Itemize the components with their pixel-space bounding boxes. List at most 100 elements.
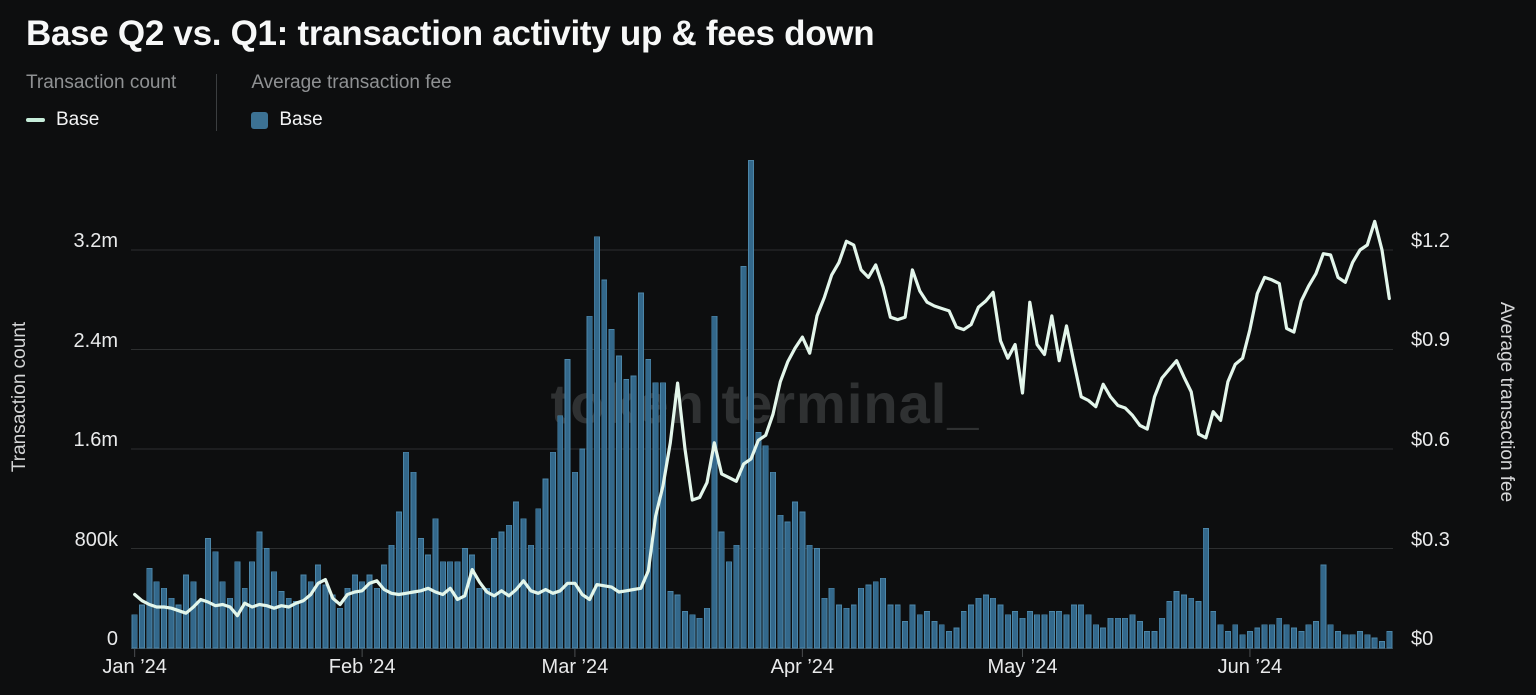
avg-fee-bar[interactable]	[1085, 614, 1092, 649]
avg-fee-bar[interactable]	[139, 604, 145, 649]
avg-fee-bar[interactable]	[909, 604, 916, 649]
avg-fee-bar[interactable]	[953, 627, 960, 649]
avg-fee-bar[interactable]	[307, 581, 314, 649]
avg-fee-bar[interactable]	[858, 587, 865, 649]
avg-fee-bar[interactable]	[623, 378, 630, 649]
avg-fee-bar[interactable]	[454, 561, 461, 649]
avg-fee-bar[interactable]	[770, 471, 776, 649]
avg-fee-bar[interactable]	[740, 266, 747, 649]
avg-fee-bar[interactable]	[366, 574, 373, 649]
avg-fee-bar[interactable]	[1158, 617, 1165, 649]
avg-fee-bar[interactable]	[1283, 624, 1290, 649]
avg-fee-bar[interactable]	[1195, 601, 1202, 649]
avg-fee-bar[interactable]	[1335, 631, 1341, 649]
avg-fee-bar[interactable]	[205, 538, 212, 649]
avg-fee-bar[interactable]	[175, 604, 182, 649]
avg-fee-bar[interactable]	[902, 621, 909, 649]
avg-fee-bar[interactable]	[1232, 624, 1239, 649]
avg-fee-bar[interactable]	[828, 587, 835, 649]
avg-fee-bar[interactable]	[1239, 634, 1246, 649]
avg-fee-bar[interactable]	[439, 561, 446, 649]
avg-fee-bar[interactable]	[271, 571, 278, 649]
avg-fee-bar[interactable]	[1166, 601, 1173, 649]
avg-fee-bar[interactable]	[667, 591, 674, 649]
avg-fee-bar[interactable]	[674, 594, 681, 649]
avg-fee-bar[interactable]	[447, 561, 454, 649]
avg-fee-bar[interactable]	[315, 564, 322, 649]
avg-fee-bar[interactable]	[1305, 624, 1312, 649]
avg-fee-bar[interactable]	[924, 611, 931, 649]
avg-fee-bar[interactable]	[1107, 617, 1114, 649]
avg-fee-bar[interactable]	[197, 601, 204, 649]
avg-fee-bar[interactable]	[887, 604, 894, 649]
avg-fee-bar[interactable]	[880, 577, 887, 649]
avg-fee-bar[interactable]	[659, 382, 666, 649]
avg-fee-bar[interactable]	[1364, 634, 1371, 649]
avg-fee-bar[interactable]	[630, 375, 637, 649]
avg-fee-bar[interactable]	[417, 538, 424, 649]
avg-fee-bar[interactable]	[571, 471, 578, 649]
avg-fee-bar[interactable]	[300, 574, 307, 649]
legend-item-base-bar[interactable]: Base	[251, 109, 451, 131]
avg-fee-bar[interactable]	[960, 611, 967, 649]
avg-fee-bar[interactable]	[263, 548, 270, 649]
avg-fee-bar[interactable]	[733, 544, 740, 649]
avg-fee-bar[interactable]	[645, 359, 652, 649]
avg-fee-bar[interactable]	[601, 279, 608, 649]
avg-fee-bar[interactable]	[1122, 617, 1129, 649]
avg-fee-bar[interactable]	[806, 544, 813, 649]
avg-fee-bar[interactable]	[1056, 611, 1063, 649]
avg-fee-bar[interactable]	[241, 587, 248, 649]
avg-fee-bar[interactable]	[704, 607, 710, 649]
avg-fee-bar[interactable]	[381, 564, 388, 649]
avg-fee-bar[interactable]	[1202, 528, 1209, 649]
avg-fee-bar[interactable]	[388, 544, 395, 649]
avg-fee-bar[interactable]	[894, 604, 901, 649]
avg-fee-bar[interactable]	[542, 478, 549, 649]
avg-fee-bar[interactable]	[359, 581, 366, 649]
avg-fee-bar[interactable]	[322, 584, 329, 649]
avg-fee-bar[interactable]	[938, 624, 945, 649]
avg-fee-bar[interactable]	[975, 597, 982, 649]
avg-fee-bar[interactable]	[784, 521, 791, 649]
avg-fee-bar[interactable]	[403, 451, 410, 649]
avg-fee-bar[interactable]	[557, 415, 564, 649]
avg-fee-bar[interactable]	[1217, 624, 1224, 649]
avg-fee-bar[interactable]	[344, 587, 351, 649]
avg-fee-bar[interactable]	[792, 501, 798, 649]
avg-fee-bar[interactable]	[131, 614, 138, 649]
avg-fee-bar[interactable]	[1180, 594, 1187, 649]
avg-fee-bar[interactable]	[227, 597, 234, 649]
avg-fee-bar[interactable]	[850, 604, 857, 649]
avg-fee-bar[interactable]	[1254, 627, 1261, 649]
legend-item-base-line[interactable]: Base	[26, 109, 176, 131]
avg-fee-bar[interactable]	[1070, 604, 1077, 649]
avg-fee-bar[interactable]	[1048, 611, 1055, 649]
avg-fee-bar[interactable]	[1290, 627, 1297, 649]
avg-fee-bar[interactable]	[689, 614, 696, 649]
avg-fee-bar[interactable]	[476, 587, 483, 649]
avg-fee-bar[interactable]	[777, 514, 784, 649]
avg-fee-bar[interactable]	[968, 604, 975, 649]
avg-fee-bar[interactable]	[1173, 591, 1180, 649]
avg-fee-bar[interactable]	[982, 594, 989, 649]
avg-fee-bar[interactable]	[505, 524, 512, 649]
avg-fee-bar[interactable]	[799, 511, 806, 649]
avg-fee-bar[interactable]	[637, 292, 644, 649]
avg-fee-bar[interactable]	[696, 617, 703, 649]
avg-fee-bar[interactable]	[161, 587, 167, 649]
avg-fee-bar[interactable]	[1298, 631, 1305, 649]
avg-fee-bar[interactable]	[1034, 614, 1041, 649]
avg-fee-bar[interactable]	[1078, 604, 1085, 649]
avg-fee-bar[interactable]	[931, 621, 938, 649]
avg-fee-bar[interactable]	[1210, 611, 1217, 649]
avg-fee-bar[interactable]	[483, 587, 490, 649]
avg-fee-bar[interactable]	[1342, 634, 1349, 649]
avg-fee-bar[interactable]	[469, 554, 476, 649]
avg-fee-bar[interactable]	[1144, 631, 1151, 649]
avg-fee-bar[interactable]	[997, 604, 1004, 649]
avg-fee-bar[interactable]	[1026, 611, 1033, 649]
avg-fee-bar[interactable]	[946, 631, 953, 649]
avg-fee-bar[interactable]	[593, 236, 600, 649]
